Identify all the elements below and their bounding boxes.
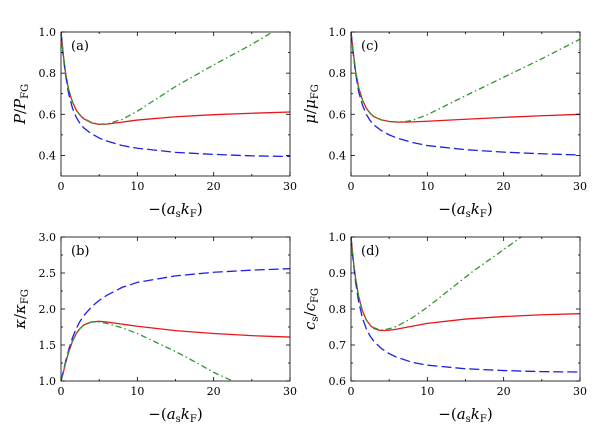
y-tick-label: 0.6: [329, 375, 347, 388]
y-tick-label: 0.6: [39, 108, 57, 121]
x-tick-label: 0: [58, 385, 65, 398]
series-line-2: [61, 268, 290, 381]
y-tick-label: 0.8: [329, 67, 347, 80]
y-tick-label: 0.4: [39, 149, 57, 162]
x-axis-label: −(askF): [148, 405, 202, 425]
y-tick-label: 0.6: [329, 108, 347, 121]
y-tick-label: 2.5: [39, 267, 57, 280]
y-tick-label: 0.8: [39, 67, 57, 80]
x-tick-label: 20: [497, 180, 511, 193]
x-axis-label: −(askF): [438, 405, 492, 425]
x-tick-label: 0: [348, 180, 355, 193]
series-line-2: [351, 32, 580, 156]
y-tick-label: 0.8: [329, 303, 347, 316]
y-axis-label: P/PFG: [11, 84, 31, 125]
x-tick-label: 0: [348, 385, 355, 398]
series-line-2: [351, 237, 580, 373]
panel-tag: (b): [71, 244, 89, 259]
series-line-1: [351, 237, 580, 332]
x-tick-label: 30: [283, 385, 297, 398]
panel-b: 0 10 20 30 1.0 1.5 2.0 2.5 3.0 (b) −(askF) κ/κFG: [11, 231, 297, 425]
panel-c: 0 10 20 30 0.4 0.6 0.8 1.0 (c) −(askF) μ/μFG: [301, 26, 587, 220]
y-tick-label: 0.7: [329, 339, 347, 352]
series-line-3: [61, 321, 234, 381]
y-axis-label: κ/κFG: [11, 289, 31, 330]
x-tick-label: 30: [573, 180, 587, 193]
series-line-3: [351, 32, 580, 123]
x-tick-label: 0: [58, 180, 65, 193]
series-line-1: [61, 32, 290, 126]
y-tick-label: 1.0: [329, 231, 347, 244]
series-line-1: [351, 32, 580, 123]
panel-d: 0 10 20 30 0.6 0.7 0.8 0.9 1.0 (d) −(askF) cs/cFG: [301, 231, 587, 425]
x-tick-label: 30: [283, 180, 297, 193]
y-tick-label: 3.0: [39, 231, 57, 244]
panel-tag: (d): [361, 244, 379, 259]
x-tick-label: 20: [207, 385, 221, 398]
series-line-2: [61, 32, 290, 158]
x-tick-label: 10: [130, 180, 144, 193]
x-tick-label: 20: [497, 385, 511, 398]
x-axis-label: −(askF): [148, 200, 202, 220]
x-tick-label: 10: [130, 385, 144, 398]
x-axis-label: −(askF): [438, 200, 492, 220]
x-tick-label: 10: [420, 385, 434, 398]
panel-tag: (c): [361, 39, 378, 54]
x-tick-label: 20: [207, 180, 221, 193]
y-tick-label: 0.9: [329, 267, 347, 280]
series-line-1: [61, 320, 290, 381]
series-line-3: [351, 237, 522, 331]
plot-frame: [60, 236, 291, 382]
y-tick-label: 1.0: [329, 26, 347, 39]
y-tick-label: 1.0: [39, 26, 57, 39]
y-tick-label: 1.5: [39, 339, 57, 352]
plot-frame: [350, 236, 581, 382]
y-axis-label: cs/cFG: [301, 288, 321, 330]
series-line-3: [61, 32, 273, 125]
x-tick-label: 10: [420, 180, 434, 193]
y-tick-label: 2.0: [39, 303, 57, 316]
panel-tag: (a): [71, 39, 89, 54]
panel-a: 0 10 20 30 0.4 0.6 0.8 1.0 (a) −(askF) P/PFG: [11, 26, 297, 220]
plot-frame: [60, 31, 291, 177]
y-tick-label: 0.4: [329, 149, 347, 162]
y-tick-label: 1.0: [39, 375, 57, 388]
y-axis-label: μ/μFG: [301, 84, 321, 124]
x-tick-label: 30: [573, 385, 587, 398]
